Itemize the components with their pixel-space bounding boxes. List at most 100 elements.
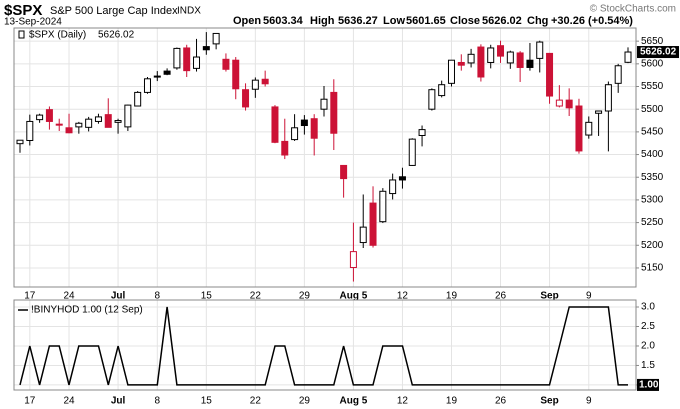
candle-body (477, 46, 485, 78)
x-tick-label: 24 (63, 291, 75, 302)
ohlc-label: Open (233, 15, 261, 27)
candle-body (320, 98, 328, 110)
y-tick-label: 5550 (641, 81, 664, 92)
plot-frame (13, 299, 637, 391)
candle-body (438, 84, 446, 97)
candle-body (516, 52, 524, 68)
candle-body (202, 46, 210, 51)
candle-body (16, 139, 24, 145)
x-tick-label: 29 (299, 291, 311, 302)
x-tick-label: Aug 5 (340, 291, 368, 302)
candle-body (389, 179, 397, 195)
candle-body (75, 122, 83, 128)
x-tick-label: 19 (446, 291, 458, 302)
x-tick-label: 9 (586, 396, 592, 407)
candle-body (369, 202, 377, 246)
x-tick-label: 26 (495, 396, 507, 407)
x-tick-label: 17 (24, 291, 36, 302)
exchange: INDX (177, 6, 201, 17)
y-tick-label: 5250 (641, 217, 664, 228)
candle-body (447, 59, 455, 84)
candle-body (604, 84, 612, 112)
candle-body (55, 123, 63, 126)
date: 13-Sep-2024 (4, 17, 62, 28)
candle-body (291, 127, 299, 141)
candle-body (65, 127, 73, 134)
chart-title: $SPX (4, 2, 42, 19)
candle-body (173, 47, 181, 69)
candle-body (114, 120, 122, 123)
candle-body (467, 53, 475, 64)
candle-body (183, 47, 191, 72)
candle-body (104, 114, 112, 128)
x-tick-label: 12 (397, 396, 409, 407)
x-tick-label: 26 (495, 291, 507, 302)
x-tick-label: 29 (299, 396, 311, 407)
candle-body (271, 106, 279, 143)
x-tick-label: 12 (397, 291, 409, 302)
chart-subtitle: S&P 500 Large Cap Index (50, 5, 178, 17)
ohlc-label: High (310, 15, 335, 27)
candle-body (45, 109, 53, 122)
candle-body (143, 78, 151, 93)
candle-body (497, 45, 505, 57)
last-price-box (637, 46, 679, 59)
y-tick-label: 5300 (641, 195, 664, 206)
candle-body (330, 91, 338, 134)
x-tick-label: Jul (111, 291, 126, 302)
y-tick-label: 5500 (641, 104, 664, 115)
candle-body (595, 110, 603, 114)
legend-icon (18, 30, 25, 39)
candle-body (300, 119, 308, 127)
candle-body (457, 61, 465, 66)
candle-body (614, 65, 622, 84)
candle-body (251, 79, 259, 90)
indicator-line (19, 306, 628, 386)
x-tick-label: 9 (586, 291, 592, 302)
candle-body (153, 75, 161, 78)
legend-label: !BINYHOD 1.00 (12 Sep) (31, 305, 143, 316)
candle-body (575, 105, 583, 152)
x-tick-label: 19 (446, 396, 458, 407)
candle-body (536, 41, 544, 59)
y-tick-label: 5600 (641, 58, 664, 69)
candle-body (124, 104, 132, 128)
candle-body (349, 251, 357, 268)
x-tick-label: 15 (201, 291, 213, 302)
y-tick-label: 5450 (641, 127, 664, 138)
candle-body (281, 140, 289, 156)
candle-body (94, 116, 102, 122)
plot-frame (13, 27, 637, 288)
candle-body (222, 58, 230, 70)
x-tick-label: Jul (111, 396, 126, 407)
x-tick-label: 15 (201, 396, 213, 407)
ohlc-value: 5603.34 (263, 15, 304, 27)
candle-body (359, 226, 367, 244)
ohlc-label: Chg (527, 15, 548, 27)
candle-body (232, 59, 240, 90)
candle-body (624, 51, 632, 63)
candle-body (585, 121, 593, 136)
last-price-label: 5626.02 (640, 47, 677, 58)
x-tick-label: Sep (540, 396, 558, 407)
candle-body (428, 89, 436, 110)
ohlc-label: Close (450, 15, 480, 27)
y-tick-label: 5150 (641, 263, 664, 274)
y-tick-label: 5200 (641, 240, 664, 251)
candle-body (408, 138, 416, 166)
last-value-label: 1.00 (639, 380, 659, 391)
candle-body (85, 118, 93, 128)
y-tick-label: 5400 (641, 149, 664, 160)
candle-body (546, 52, 554, 97)
candle-body (242, 89, 250, 108)
x-tick-label: Aug 5 (340, 396, 368, 407)
y-tick-label: 3.0 (641, 302, 655, 313)
x-tick-label: 24 (63, 396, 75, 407)
candle-body (506, 51, 514, 64)
x-tick-label: Sep (540, 291, 558, 302)
candle-body (310, 118, 318, 139)
x-tick-label: 22 (250, 396, 262, 407)
y-tick-label: 2.0 (641, 341, 655, 352)
legend-value: 5626.02 (98, 30, 135, 41)
